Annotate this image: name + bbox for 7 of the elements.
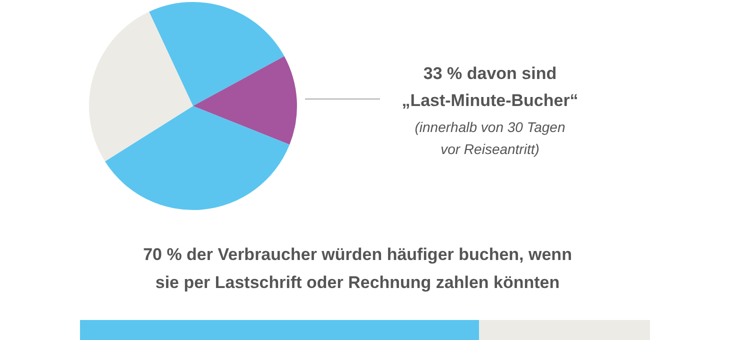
pie-slice [89,12,193,162]
text: „Last-Minute-Bucher“ [402,91,578,110]
pie-slice [193,56,297,145]
chart-title: 70 % der Verbraucher würden häufiger buchen, wenn sie per Lastschrift oder Rechnung zahlen könnten [143,245,572,292]
text: (innerhalb von 30 Tagen [414,119,566,135]
text: vor Reiseantritt) [440,141,540,157]
text: 33 % davon sind [423,64,557,83]
